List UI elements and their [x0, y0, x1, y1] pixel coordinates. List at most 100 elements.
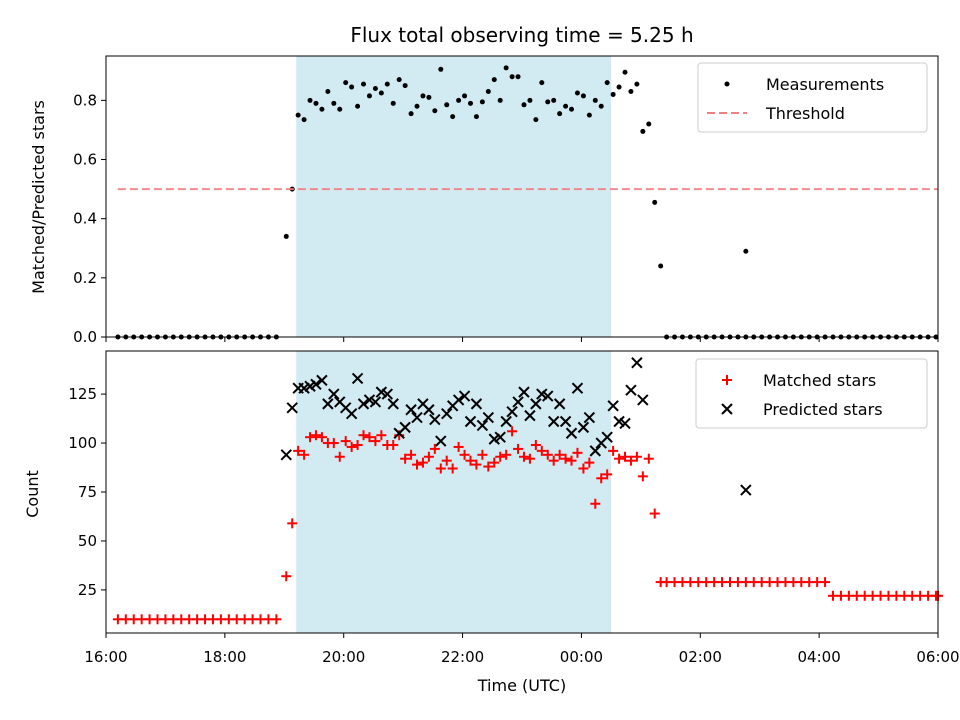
matched-star-marker	[305, 432, 316, 443]
matched-star-marker	[572, 447, 583, 458]
measurement-point	[349, 84, 355, 90]
measurement-point	[390, 100, 396, 106]
matched-star-marker	[625, 455, 636, 466]
matched-star-marker	[524, 453, 535, 464]
matched-star-marker	[328, 438, 339, 449]
measurement-point	[521, 102, 527, 108]
measurement-point	[414, 103, 420, 109]
measurement-point	[563, 103, 569, 109]
bottom-shaded-region	[296, 351, 612, 633]
measurement-point	[491, 77, 497, 83]
matched-star-marker	[429, 443, 440, 454]
measurement-point	[396, 77, 402, 83]
matched-star-marker	[608, 445, 619, 456]
matched-star-marker	[352, 440, 363, 450]
measurement-point	[628, 88, 634, 94]
measurement-point	[343, 80, 349, 86]
predicted-star-marker	[500, 415, 512, 428]
top-x-ticks	[105, 337, 939, 342]
top-panel: Flux total observing time = 5.25 h 0.00.…	[29, 23, 939, 346]
matched-star-marker	[400, 453, 411, 464]
measurement-point	[355, 103, 361, 109]
legend-measurements-label: Measurements	[766, 75, 884, 94]
measurement-point	[497, 97, 503, 103]
y-tick-label: 75	[78, 483, 97, 501]
predicted-star-marker	[452, 394, 465, 406]
predicted-star-marker	[322, 398, 334, 410]
predicted-star-marker	[589, 445, 602, 457]
measurement-point	[450, 114, 456, 120]
measurement-point	[485, 88, 491, 94]
predicted-star-marker	[583, 411, 596, 424]
measurement-point	[456, 97, 462, 103]
predicted-star-marker	[435, 435, 447, 447]
measurement-point	[574, 90, 580, 96]
y-tick-label: 25	[78, 581, 97, 599]
measurement-point	[652, 199, 658, 205]
legend-measurements-marker	[724, 81, 730, 87]
matched-star-marker	[602, 469, 613, 480]
predicted-star-marker	[542, 390, 554, 402]
predicted-star-marker	[607, 400, 619, 412]
predicted-star-marker	[345, 407, 358, 420]
predicted-star-marker	[399, 421, 411, 434]
y-tick-label: 100	[68, 434, 97, 452]
predicted-star-marker	[351, 372, 364, 385]
bottom-legend-box	[695, 358, 928, 429]
matched-star-marker	[340, 436, 351, 447]
predicted-star-marker	[316, 374, 328, 387]
x-tick-label: 02:00	[679, 648, 722, 666]
predicted-star-marker	[559, 415, 572, 428]
matched-star-marker	[518, 451, 529, 462]
matched-star-marker	[406, 449, 417, 460]
matched-star-marker	[471, 459, 482, 470]
matched-star-marker	[489, 457, 500, 468]
top-shaded-region	[296, 56, 612, 337]
matched-star-marker	[637, 471, 648, 482]
measurement-point	[331, 100, 337, 106]
predicted-star-marker	[625, 384, 637, 396]
predicted-star-marker	[405, 404, 417, 416]
predicted-star-marker	[357, 398, 370, 410]
matched-star-marker	[614, 453, 625, 464]
measurement-point	[313, 100, 319, 106]
matched-star-marker	[477, 449, 488, 460]
measurement-point	[432, 108, 438, 114]
bottom-marks	[112, 357, 943, 625]
top-y-axis-label: Matched/Predicted stars	[29, 100, 48, 294]
measurement-point	[366, 93, 372, 99]
matched-star-marker	[554, 449, 565, 460]
x-tick-label: 16:00	[84, 648, 127, 666]
bottom-x-axis: 16:00 18:00 20:00 22:00 00:00 02:00 04:00 06:00	[84, 633, 960, 666]
matched-star-marker	[310, 430, 321, 441]
matched-star-marker	[507, 426, 518, 437]
measurement-point	[515, 74, 521, 80]
measurement-point	[533, 117, 539, 123]
bottom-legend: Matched stars Predicted stars	[695, 358, 928, 429]
matched-star-marker	[631, 451, 642, 462]
x-tick-label: 18:00	[203, 648, 246, 666]
measurement-point	[462, 93, 468, 99]
y-tick-label: 50	[78, 532, 97, 550]
matched-star-marker	[590, 498, 601, 509]
measurement-point	[634, 81, 640, 87]
predicted-star-marker	[411, 411, 423, 424]
x-tick-label: 00:00	[560, 648, 603, 666]
predicted-star-marker	[494, 431, 506, 443]
predicted-star-marker	[441, 407, 453, 420]
measurement-point	[509, 74, 515, 80]
top-legend-box	[697, 62, 928, 133]
top-legend: Measurements Threshold	[697, 62, 928, 133]
matched-star-marker	[465, 455, 476, 466]
measurement-point	[580, 93, 586, 99]
matched-star-marker	[412, 459, 423, 470]
predicted-star-marker	[571, 382, 584, 394]
measurement-point	[569, 106, 575, 112]
x-tick-label: 22:00	[441, 648, 484, 666]
x-tick-label: 06:00	[916, 648, 959, 666]
measurement-point	[610, 91, 616, 97]
measurement-point	[646, 121, 652, 127]
matched-star-marker	[423, 451, 434, 462]
matched-star-marker	[620, 451, 631, 462]
